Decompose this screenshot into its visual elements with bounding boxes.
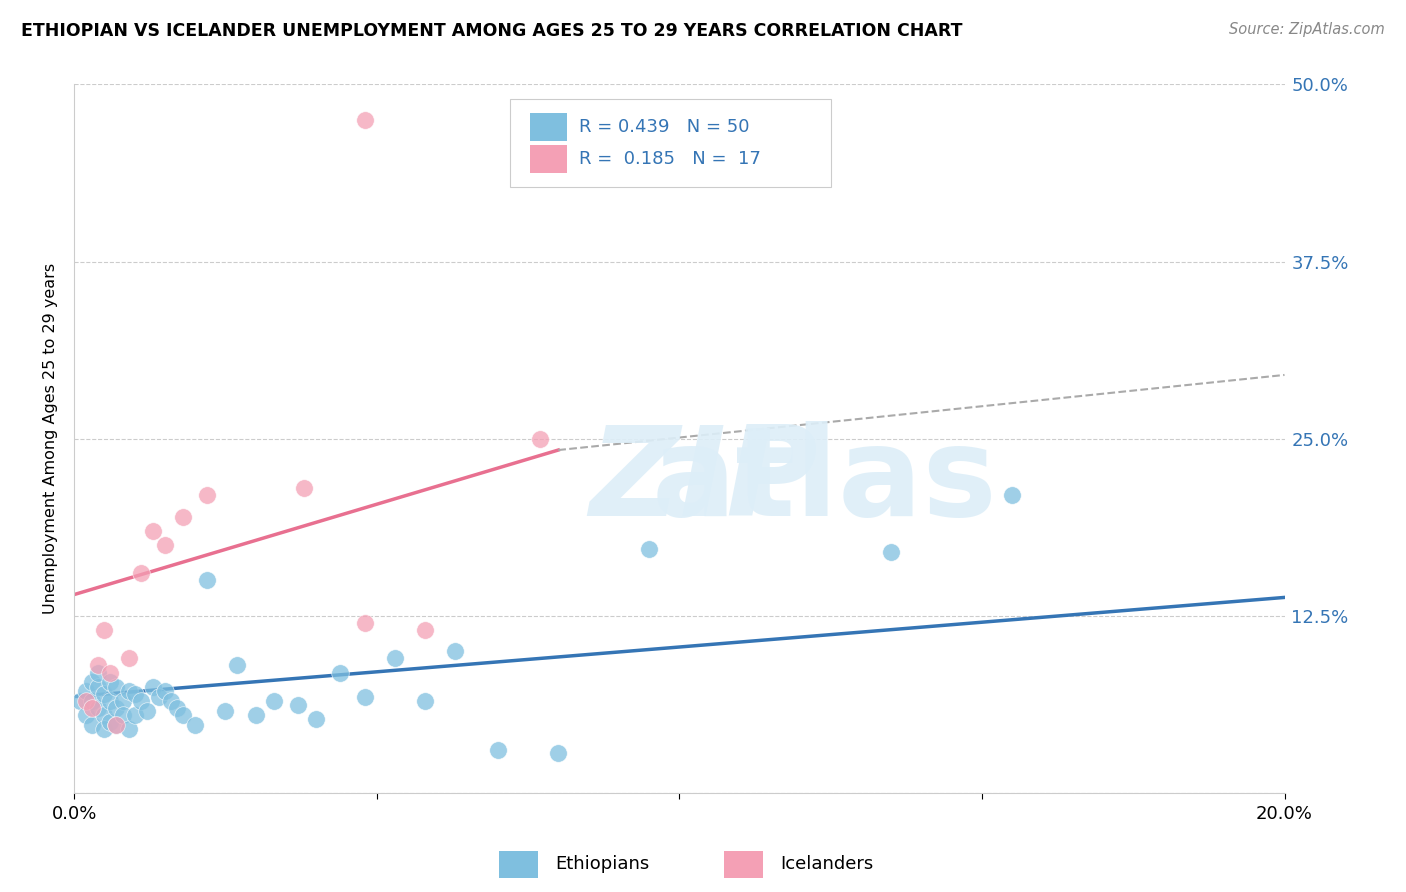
Point — [117, 723, 139, 737]
Point — [117, 651, 139, 665]
Text: Icelanders: Icelanders — [780, 855, 873, 873]
Point — [82, 675, 104, 690]
Point — [87, 658, 110, 673]
Point — [184, 718, 207, 732]
Point — [444, 644, 467, 658]
Point — [117, 684, 139, 698]
Point — [413, 623, 436, 637]
Point — [82, 694, 104, 708]
Point — [529, 432, 551, 446]
Point — [124, 708, 146, 723]
Point — [93, 623, 115, 637]
Point — [305, 712, 328, 726]
Point — [100, 715, 122, 730]
Point — [142, 680, 165, 694]
Point — [638, 542, 661, 557]
Point — [547, 747, 569, 761]
Point — [329, 665, 352, 680]
Point — [111, 694, 134, 708]
Point — [129, 694, 152, 708]
FancyBboxPatch shape — [530, 145, 567, 173]
Point — [160, 694, 183, 708]
Point — [172, 708, 194, 723]
Point — [135, 704, 157, 718]
Point — [100, 694, 122, 708]
Point — [93, 708, 115, 723]
Text: ETHIOPIAN VS ICELANDER UNEMPLOYMENT AMONG AGES 25 TO 29 YEARS CORRELATION CHART: ETHIOPIAN VS ICELANDER UNEMPLOYMENT AMON… — [21, 22, 963, 40]
Point — [153, 684, 176, 698]
Point — [87, 665, 110, 680]
Point — [100, 675, 122, 690]
Point — [100, 665, 122, 680]
Point — [153, 538, 176, 552]
Point — [142, 524, 165, 538]
Text: R =  0.185   N =  17: R = 0.185 N = 17 — [579, 150, 761, 168]
Point — [226, 658, 249, 673]
Point — [124, 687, 146, 701]
Y-axis label: Unemployment Among Ages 25 to 29 years: Unemployment Among Ages 25 to 29 years — [44, 263, 58, 615]
Point — [486, 743, 509, 757]
Point — [69, 694, 91, 708]
Point — [82, 701, 104, 715]
Point — [1001, 488, 1024, 502]
Point — [75, 684, 97, 698]
Point — [129, 566, 152, 581]
Text: R = 0.439   N = 50: R = 0.439 N = 50 — [579, 118, 749, 136]
Text: atlas: atlas — [651, 421, 997, 541]
Point — [93, 687, 115, 701]
Point — [413, 694, 436, 708]
Point — [87, 680, 110, 694]
Point — [111, 708, 134, 723]
Point — [292, 481, 315, 495]
Point — [93, 723, 115, 737]
Point — [172, 509, 194, 524]
Text: ZIP: ZIP — [589, 421, 818, 541]
Point — [195, 488, 218, 502]
Point — [353, 112, 375, 127]
Point — [384, 651, 406, 665]
FancyBboxPatch shape — [530, 112, 567, 141]
Point — [214, 704, 236, 718]
Text: Source: ZipAtlas.com: Source: ZipAtlas.com — [1229, 22, 1385, 37]
Point — [880, 545, 903, 559]
Point — [287, 698, 309, 712]
Point — [353, 615, 375, 630]
Point — [75, 694, 97, 708]
Point — [82, 718, 104, 732]
Point — [105, 680, 128, 694]
Text: Ethiopians: Ethiopians — [555, 855, 650, 873]
Point — [105, 718, 128, 732]
Point — [195, 574, 218, 588]
Point — [353, 690, 375, 704]
Point — [245, 708, 267, 723]
Point — [75, 708, 97, 723]
Point — [263, 694, 285, 708]
Point — [148, 690, 170, 704]
Point — [87, 701, 110, 715]
FancyBboxPatch shape — [510, 99, 831, 187]
Point — [166, 701, 188, 715]
Point — [105, 701, 128, 715]
Point — [105, 718, 128, 732]
